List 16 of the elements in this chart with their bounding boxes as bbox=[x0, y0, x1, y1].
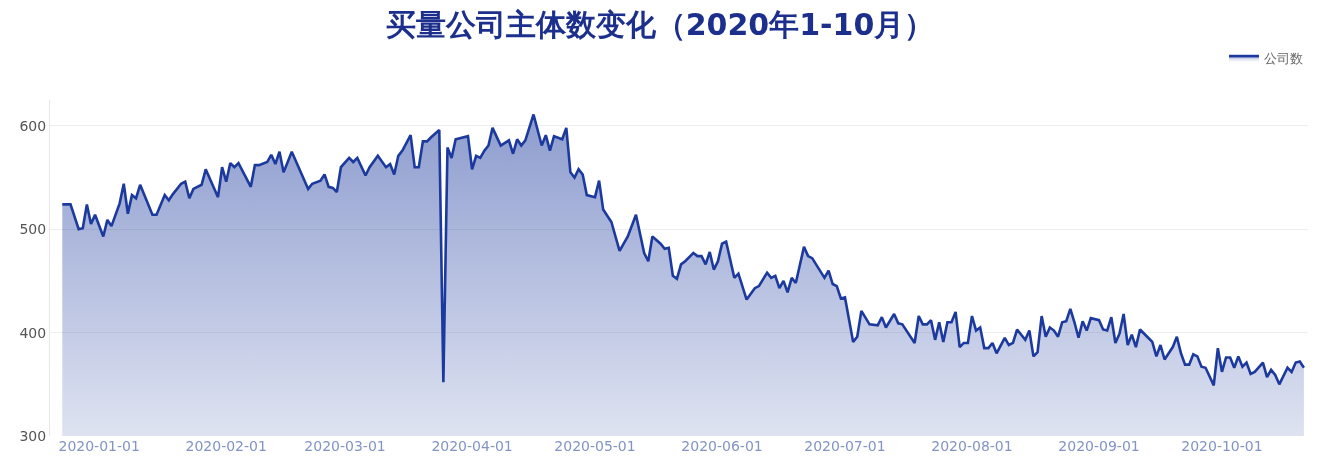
y-tick-label: 400 bbox=[19, 324, 47, 341]
legend-label: 公司数 bbox=[1264, 51, 1303, 67]
x-tick-label: 2020-05-01 bbox=[554, 438, 636, 454]
x-tick-label: 2020-01-01 bbox=[58, 438, 140, 454]
x-tick-label: 2020-10-01 bbox=[1181, 438, 1263, 454]
x-tick-label: 2020-09-01 bbox=[1058, 438, 1140, 454]
x-tick-label: 2020-06-01 bbox=[681, 438, 763, 454]
x-tick-label: 2020-02-01 bbox=[185, 438, 267, 454]
y-tick-label: 300 bbox=[19, 427, 47, 444]
x-tick-label: 2020-08-01 bbox=[931, 438, 1013, 454]
x-tick-label: 2020-07-01 bbox=[804, 438, 886, 454]
x-tick-label: 2020-03-01 bbox=[304, 438, 386, 454]
chart-title: 买量公司主体数变化（2020年1-10月） bbox=[385, 6, 935, 42]
y-tick-label: 500 bbox=[19, 221, 47, 238]
x-tick-label: 2020-04-01 bbox=[431, 438, 513, 454]
y-tick-label: 600 bbox=[19, 117, 47, 134]
